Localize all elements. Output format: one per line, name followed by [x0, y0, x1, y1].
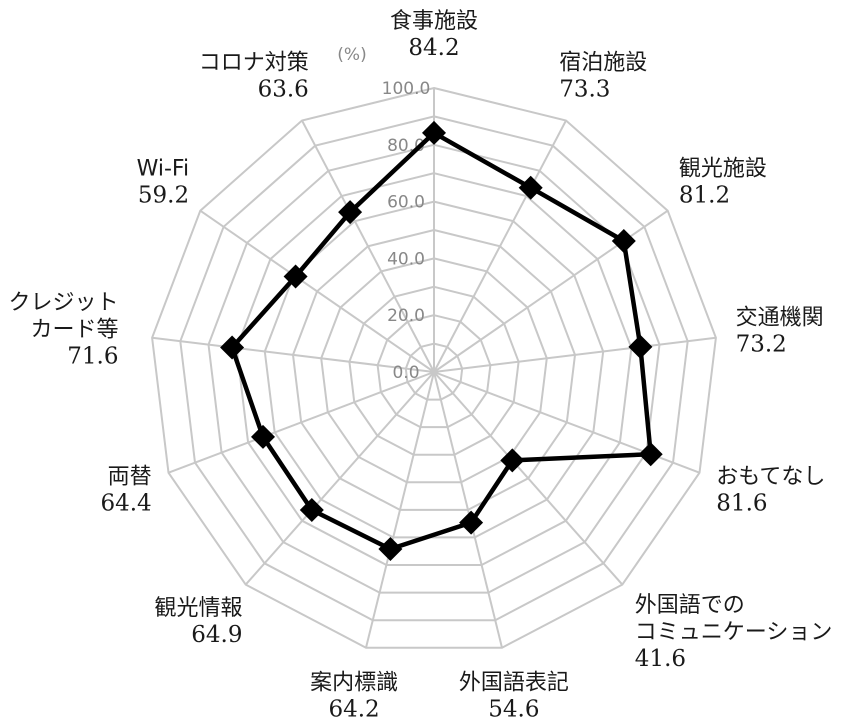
value-label: 81.6 — [716, 490, 767, 516]
spoke — [365, 371, 435, 648]
category-label: Wi-Fi — [137, 156, 190, 181]
radial-tick-label: 0.0 — [392, 363, 419, 383]
category-label: クレジット — [8, 291, 118, 316]
value-label: 59.2 — [138, 182, 189, 208]
spoke — [433, 371, 503, 648]
grid-ring — [263, 200, 605, 539]
value-label: 73.2 — [736, 332, 787, 358]
data-point-marker — [338, 200, 363, 225]
value-label: 63.6 — [258, 76, 309, 102]
category-label: 宿泊施設 — [559, 50, 647, 75]
value-label: 71.6 — [67, 344, 118, 370]
value-label: 84.2 — [408, 35, 459, 61]
grid-ring — [320, 257, 548, 484]
series-line — [229, 130, 653, 552]
category-label: 食事施設 — [390, 9, 478, 34]
radial-tick-label: 40.0 — [387, 249, 425, 269]
radial-tick-label: 20.0 — [387, 306, 425, 326]
grid-ring — [376, 314, 492, 429]
grid-ring — [291, 228, 577, 511]
grid-ring — [404, 342, 464, 401]
category-label: 観光情報 — [154, 596, 242, 621]
value-label: 64.9 — [191, 622, 242, 648]
category-label: 観光施設 — [679, 156, 767, 181]
unit-label: (%) — [337, 45, 366, 65]
value-label: 41.6 — [635, 646, 686, 672]
value-label: 54.6 — [488, 696, 539, 720]
grid-ring — [348, 285, 520, 456]
value-label: 81.2 — [679, 182, 730, 208]
grid-ring — [151, 86, 717, 649]
data-point-marker — [500, 448, 525, 473]
spoke — [301, 120, 435, 373]
value-label: 73.3 — [559, 76, 610, 102]
category-label: 外国語表記 — [459, 670, 569, 695]
category-label: 交通機関 — [736, 306, 824, 331]
radar-spokes — [151, 88, 717, 648]
data-point-marker — [459, 510, 484, 535]
category-label: コミュニケーション — [635, 620, 833, 645]
spoke — [151, 336, 435, 373]
data-point-marker — [422, 120, 446, 145]
data-point-marker — [283, 264, 308, 289]
value-label: 64.4 — [100, 490, 151, 516]
category-label: コロナ対策 — [199, 50, 309, 75]
spoke — [244, 371, 435, 586]
data-point-marker — [251, 424, 275, 449]
data-point-marker — [299, 498, 324, 522]
data-point-marker — [378, 537, 403, 561]
value-label: 64.2 — [328, 696, 379, 720]
radar-grid — [151, 86, 717, 649]
spoke — [433, 371, 624, 586]
data-point-marker — [518, 175, 543, 200]
spoke — [168, 371, 435, 474]
radial-tick-label: 100.0 — [382, 79, 431, 99]
grid-ring — [179, 115, 689, 622]
category-label: 外国語での — [635, 593, 745, 618]
data-point-marker — [628, 334, 653, 359]
category-label: おもてなし — [716, 464, 825, 489]
category-label: 案内標識 — [310, 670, 398, 695]
category-label: 両替 — [108, 464, 152, 489]
spoke — [433, 336, 717, 373]
data-point-marker — [611, 229, 636, 253]
spoke — [199, 209, 435, 373]
category-label: カード等 — [30, 318, 118, 343]
radial-tick-label: 60.0 — [387, 193, 425, 213]
grid-ring — [235, 172, 633, 566]
spoke — [433, 120, 567, 373]
data-point-marker — [220, 335, 245, 360]
series — [220, 120, 663, 561]
data-point-marker — [638, 442, 663, 467]
